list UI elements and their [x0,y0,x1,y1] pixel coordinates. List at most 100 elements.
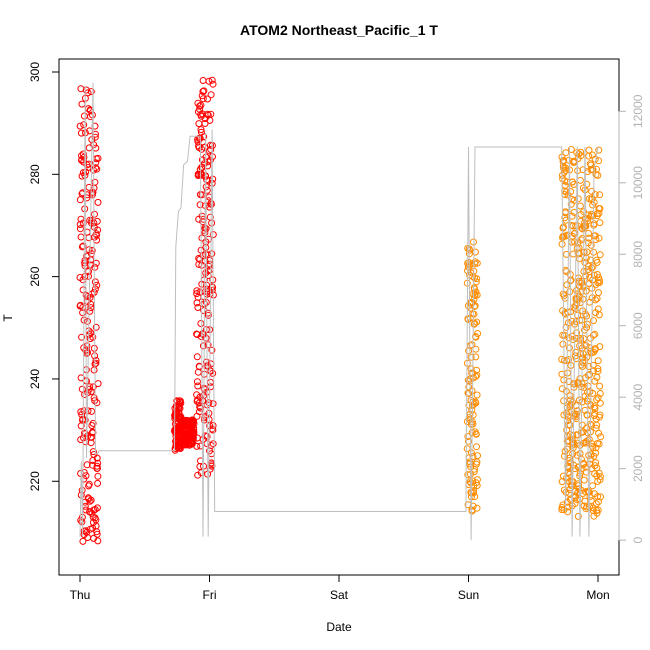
data-point [86,497,94,505]
data-point [565,356,573,364]
data-point [569,432,577,440]
data-point [585,146,593,154]
data-point [595,429,603,437]
data-point [596,219,604,227]
data-point [596,279,603,286]
data-point [193,378,201,386]
data-point [195,120,203,128]
chart-axes: Thu Fri Sat Sun Mon 220 240 260 280 300 0 2000 4000 6… [28,62,645,602]
data-point [85,234,93,242]
data-point [589,361,597,369]
data-point [194,304,202,311]
data-point [591,470,599,478]
y-axis-label: T [1,314,15,322]
data-point [193,353,201,361]
data-point [209,283,217,291]
data-point [596,473,604,481]
data-point [467,353,475,361]
data-point [595,209,603,217]
data-point [195,260,203,268]
data-point [92,144,100,152]
data-point [597,493,604,501]
data-point [89,419,97,427]
data-point [574,431,582,439]
data-point [204,162,212,170]
data-point [89,188,97,196]
data-point [209,422,217,429]
data-point [87,88,95,96]
data-point [209,400,217,408]
data-point [594,171,602,179]
data-point [576,441,584,449]
data-point [468,406,476,414]
data-point [595,469,603,477]
data-point [565,344,573,352]
data-point [200,87,208,95]
data-point [209,440,217,448]
data-point [574,195,582,203]
data-point [578,421,586,429]
data-point [193,442,201,450]
data-point [81,273,89,280]
data-point [92,356,100,364]
data-point [91,210,98,218]
data-point [93,528,101,536]
data-point [86,307,94,315]
data-point [87,439,95,447]
data-point [591,377,599,385]
data-point [207,146,215,153]
data-point [79,219,87,227]
data-point [202,334,210,342]
data-point [203,110,211,118]
data-point [87,496,95,504]
data-point [207,91,215,99]
data-point [596,399,604,407]
data-point [92,359,100,367]
data-point [579,184,587,192]
data-point [596,191,604,199]
data-point [576,176,584,184]
data-point [558,478,566,486]
data-point [91,506,99,513]
data-point [590,317,597,325]
data-point [176,404,184,412]
data-point [473,291,481,299]
data-point [471,248,479,256]
data-point [595,146,603,154]
data-point [591,345,599,353]
data-point [594,365,602,373]
data-point [572,222,580,230]
data-point [196,288,204,296]
data-point [190,420,198,428]
data-point [591,191,599,199]
data-point [89,429,97,437]
data-point [595,289,602,297]
data-point [90,366,98,374]
data-point [203,186,211,194]
data-point [83,194,91,202]
data-point [93,399,101,407]
data-point [588,264,596,272]
data-point [573,407,581,415]
y-tick-label: 300 [28,62,42,82]
data-point [94,154,102,162]
data-point [94,459,102,467]
data-point [94,380,102,388]
data-point [569,336,577,343]
data-point [596,205,604,213]
data-point [89,333,97,341]
data-point [87,329,95,337]
data-point [560,223,567,231]
data-point [196,201,204,209]
data-point [91,263,99,271]
data-point [577,383,585,391]
data-point [84,349,92,356]
data-point [468,341,476,349]
data-point [583,320,591,328]
data-point [579,234,586,242]
data-point [594,367,602,375]
data-point [570,208,578,216]
data-point [592,449,600,457]
data-point [94,479,102,487]
data-point [593,271,601,278]
